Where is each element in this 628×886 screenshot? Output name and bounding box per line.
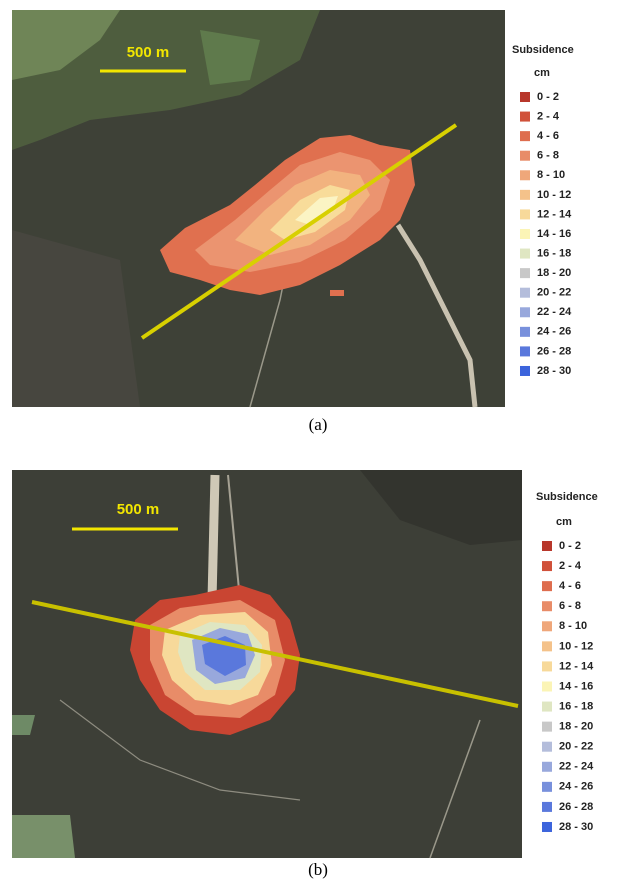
legend-label: 10 - 12 [559, 640, 593, 652]
legend-label: 24 - 26 [559, 781, 593, 793]
legend-swatch [520, 346, 530, 356]
legend-swatch [520, 151, 530, 161]
legend-label: 12 - 14 [559, 660, 594, 672]
legend-swatch [520, 112, 530, 122]
legend-swatch [520, 229, 530, 239]
legend-swatch [542, 661, 552, 671]
legend-label: 2 - 4 [559, 560, 582, 572]
legend-unit: cm [534, 67, 550, 79]
legend-swatch [520, 249, 530, 259]
legend-swatch [520, 92, 530, 102]
legend-title: Subsidence [512, 44, 574, 56]
legend-label: 16 - 18 [559, 700, 593, 712]
scale-label: 500 m [127, 44, 170, 61]
legend-swatch [542, 742, 552, 752]
scale-label: 500 m [117, 501, 160, 518]
caption: (a) [309, 415, 328, 434]
legend-label: 0 - 2 [537, 91, 559, 103]
legend-swatch [542, 702, 552, 712]
legend-label: 26 - 28 [537, 345, 571, 357]
legend-label: 22 - 24 [559, 761, 594, 773]
legend-label: 10 - 12 [537, 189, 571, 201]
legend-swatch [542, 762, 552, 772]
legend-swatch [542, 561, 552, 571]
legend-swatch [520, 170, 530, 180]
legend-label: 18 - 20 [537, 267, 571, 279]
caption: (b) [308, 860, 328, 879]
legend-swatch [542, 601, 552, 611]
legend-label: 4 - 6 [559, 580, 581, 592]
legend-swatch [542, 802, 552, 812]
legend-swatch [520, 190, 530, 200]
legend-label: 22 - 24 [537, 306, 572, 318]
legend-swatch [520, 268, 530, 278]
legend-label: 12 - 14 [537, 208, 572, 220]
legend-label: 24 - 26 [537, 326, 571, 338]
legend-swatch [520, 209, 530, 219]
legend-swatch [520, 307, 530, 317]
legend-swatch [542, 722, 552, 732]
legend-label: 6 - 8 [537, 150, 559, 162]
legend-swatch [542, 541, 552, 551]
legend-label: 0 - 2 [559, 540, 581, 552]
legend-label: 6 - 8 [559, 600, 581, 612]
legend-title: Subsidence [536, 491, 598, 503]
legend-swatch [542, 822, 552, 832]
legend-unit: cm [556, 516, 572, 528]
legend-label: 14 - 16 [559, 680, 593, 692]
legend-swatch [520, 131, 530, 141]
legend-swatch [520, 327, 530, 337]
legend-swatch [542, 581, 552, 591]
legend-swatch [542, 641, 552, 651]
map-a: 500 m [12, 10, 505, 407]
legend-label: 26 - 28 [559, 801, 593, 813]
legend-label: 28 - 30 [559, 821, 593, 833]
legend-swatch [520, 288, 530, 298]
legend-swatch [542, 681, 552, 691]
legend-swatch [542, 621, 552, 631]
page: {"panels": [ {"scale_label": "500 m", "c… [0, 0, 628, 881]
legend-label: 28 - 30 [537, 365, 571, 377]
figure: 500 m 500 m (a) (b) Subsidence cm 0 - 2 2 -… [0, 0, 628, 881]
legend-swatch [520, 366, 530, 376]
legend-label: 8 - 10 [537, 169, 565, 181]
legend-label: 4 - 6 [537, 130, 559, 142]
legend-label: 18 - 20 [559, 721, 593, 733]
legend-label: 2 - 4 [537, 110, 560, 122]
legend-label: 20 - 22 [559, 741, 593, 753]
legend-label: 14 - 16 [537, 228, 571, 240]
legend-label: 20 - 22 [537, 287, 571, 299]
legend-swatch [542, 782, 552, 792]
legend-label: 16 - 18 [537, 247, 571, 259]
map-b: 500 m [12, 470, 522, 858]
legend-label: 8 - 10 [559, 620, 587, 632]
